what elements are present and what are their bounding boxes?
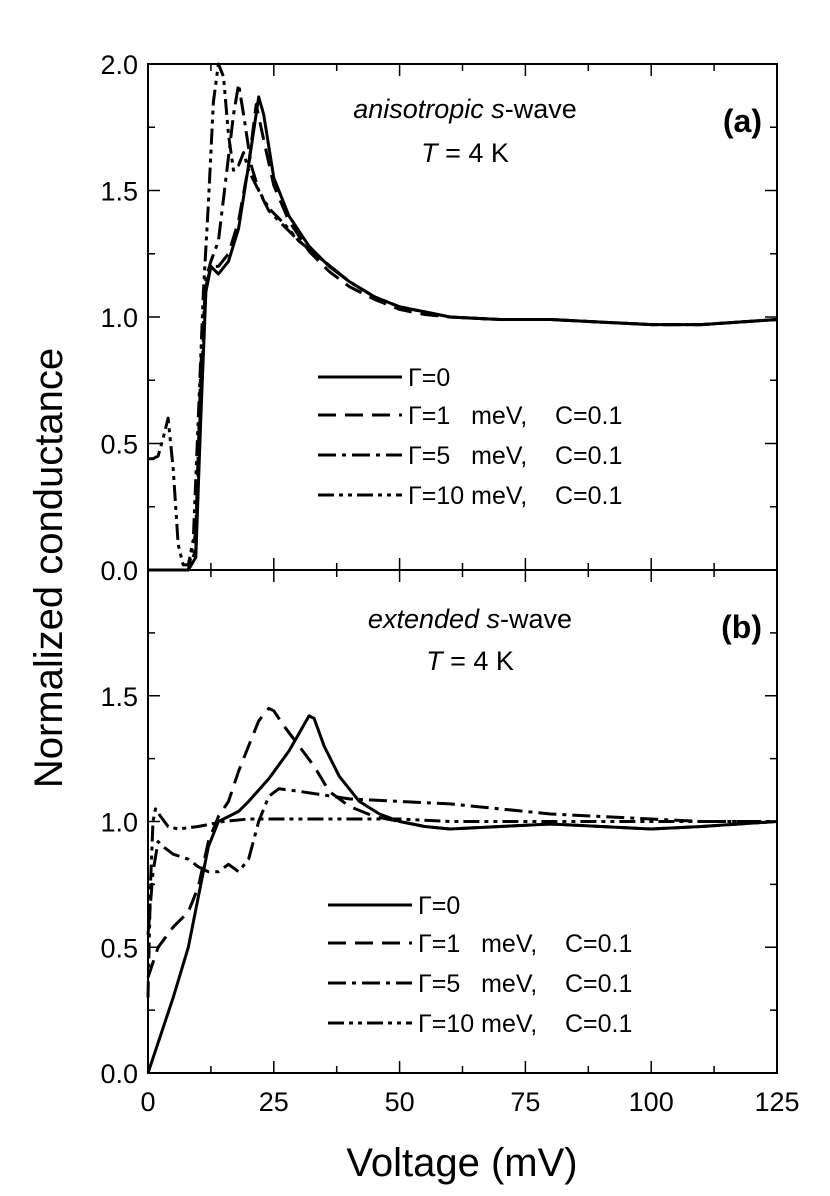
panel-a-ytick-label: 1.0: [100, 303, 138, 333]
panel-b-series: [146, 706, 778, 1074]
panel-a-legend: Γ=0 Γ=1 meV, C=0.1 Γ=5 meV, C=0.1 Γ=10 m…: [318, 364, 622, 510]
panel-b-label: (b): [721, 609, 762, 645]
panel-a-title-rest: -wave: [505, 94, 577, 124]
panel-b: 0.0 0.5 1.0 1.5 extended s-wave T = 4 K (b)…: [100, 569, 778, 1089]
panel-a-series-3: [148, 62, 778, 567]
x-axis-title: Voltage (mV): [346, 1141, 577, 1185]
panel-a-label: (a): [723, 103, 762, 139]
y-axis-title: Normalized conductance: [27, 348, 71, 788]
legend-a-label-3: Γ=10 meV, C=0.1: [408, 482, 622, 510]
panel-a: 0.0 0.5 1.0 1.5 2.0 anisotropic s-wave T = 4…: [100, 50, 778, 586]
panel-a-ytick-label: 1.5: [100, 177, 138, 207]
panel-a-ticks: 0.0 0.5 1.0 1.5 2.0: [100, 50, 778, 586]
legend-b-label-3: Γ=10 meV, C=0.1: [418, 1010, 632, 1038]
panel-a-series-2: [148, 82, 778, 572]
panel-a-title-italic: anisotropic s: [353, 94, 505, 124]
x-tick-label: 75: [510, 1087, 540, 1117]
panel-a-temperature: T = 4 K: [421, 138, 509, 168]
legend-a-label-1: Γ=1 meV, C=0.1: [408, 402, 622, 430]
panel-a-title: anisotropic s-wave: [353, 94, 577, 124]
panel-b-temperature: T = 4 K: [426, 646, 514, 676]
panel-b-title-rest: -wave: [500, 604, 572, 634]
panel-a-ytick-label: 2.0: [100, 50, 138, 80]
panel-b-title: extended s-wave: [368, 604, 572, 634]
panel-b-ytick-label: 0.5: [100, 933, 138, 963]
legend-a-label-2: Γ=5 meV, C=0.1: [408, 442, 622, 470]
legend-a-label-0: Γ=0: [408, 364, 450, 392]
panel-b-ticks: 0.0 0.5 1.0 1.5: [100, 569, 778, 1089]
panel-b-title-italic: extended s: [368, 604, 500, 634]
legend-b-label-0: Γ=0: [418, 892, 460, 920]
x-tick-label: 25: [259, 1087, 289, 1117]
x-tick-label: 0: [140, 1087, 155, 1117]
x-tick-label: 125: [754, 1087, 799, 1117]
legend-b-label-1: Γ=1 meV, C=0.1: [418, 930, 632, 958]
panel-a-temp-symbol: T: [421, 138, 440, 168]
panel-a-ytick-label: 0.5: [100, 430, 138, 460]
panel-b-ytick-label: 0.0: [100, 1059, 138, 1089]
panel-b-ytick-label: 1.0: [100, 808, 138, 838]
panel-a-temp-value: = 4 K: [438, 138, 509, 168]
panel-b-legend: Γ=0 Γ=1 meV, C=0.1 Γ=5 meV, C=0.1 Γ=10 m…: [328, 892, 632, 1038]
panel-b-series-2: [146, 787, 777, 935]
panel-b-ytick-label: 1.5: [100, 682, 138, 712]
x-tick-label: 100: [629, 1087, 674, 1117]
panel-a-series: [148, 62, 778, 572]
panel-b-temp-symbol: T: [426, 646, 445, 676]
x-tick-labels: 0 25 50 75 100 125: [140, 1087, 799, 1117]
legend-b-label-2: Γ=5 meV, C=0.1: [418, 970, 632, 998]
x-tick-label: 50: [385, 1087, 415, 1117]
panel-b-series-1: [146, 706, 778, 978]
panel-a-ytick-label: 0.0: [100, 556, 138, 586]
panel-b-series-3: [146, 807, 777, 998]
panel-b-temp-value: = 4 K: [443, 646, 514, 676]
